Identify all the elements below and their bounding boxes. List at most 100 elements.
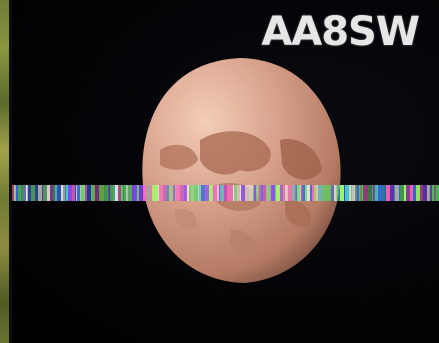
noise-segment [344, 185, 345, 201]
noise-segment [337, 185, 340, 201]
noise-segment [68, 185, 72, 201]
noise-segment [427, 185, 429, 201]
noise-segment [390, 185, 394, 201]
noise-segment [263, 185, 266, 201]
noise-segment [435, 185, 436, 201]
noise-segment [110, 185, 113, 201]
noise-segment [21, 185, 22, 201]
noise-segment [135, 185, 137, 201]
noise-segment [253, 185, 254, 201]
noise-segment [430, 185, 431, 201]
noise-segment [57, 185, 61, 201]
noise-segment [85, 185, 87, 201]
signal-noise-band [12, 185, 439, 201]
noise-segment [363, 185, 367, 201]
noise-segment [367, 185, 368, 201]
noise-segment [372, 185, 373, 201]
noise-segment [25, 185, 26, 201]
noise-segment [180, 185, 184, 201]
noise-segment [198, 185, 199, 201]
noise-segment [104, 185, 106, 201]
noise-segment [80, 185, 81, 201]
noise-segment [272, 185, 275, 201]
noise-segment [38, 185, 42, 201]
noise-segment [109, 185, 110, 201]
noise-segment [368, 185, 372, 201]
noise-segment [399, 185, 400, 201]
noise-segment [400, 185, 404, 201]
noise-segment [395, 185, 399, 201]
noise-segment [310, 185, 312, 201]
noise-segment [12, 185, 14, 201]
noise-segment [132, 185, 133, 201]
noise-segment [429, 185, 430, 201]
noise-segment [47, 185, 50, 201]
noise-segment [115, 185, 118, 201]
noise-segment [152, 185, 156, 201]
noise-segment [92, 185, 95, 201]
noise-segment [237, 185, 240, 201]
noise-segment [362, 185, 363, 201]
noise-segment [434, 185, 435, 201]
noise-segment [280, 185, 283, 201]
noise-segment [186, 185, 187, 201]
noise-segment [18, 185, 21, 201]
noise-segment [126, 185, 128, 201]
noise-segment [233, 185, 234, 201]
noise-segment [329, 185, 331, 201]
noise-segment [42, 185, 43, 201]
noise-segment [359, 185, 360, 201]
noise-segment [124, 185, 126, 201]
noise-segment [187, 185, 189, 201]
noise-segment [312, 185, 314, 201]
noise-segment [81, 185, 83, 201]
noise-segment [234, 185, 237, 201]
noise-segment [176, 185, 180, 201]
noise-segment [382, 185, 385, 201]
noise-segment [410, 185, 413, 201]
noise-segment [203, 185, 205, 201]
noise-segment [72, 185, 75, 201]
noise-segment [77, 185, 80, 201]
noise-segment [300, 185, 301, 201]
noise-segment [217, 185, 219, 201]
noise-segment [295, 185, 296, 201]
noise-segment [249, 185, 253, 201]
noise-segment [220, 185, 224, 201]
noise-segment [133, 185, 135, 201]
noise-segment [340, 185, 344, 201]
noise-segment [76, 185, 77, 201]
noise-segment [385, 185, 386, 201]
noise-segment [355, 185, 356, 201]
noise-segment [27, 185, 28, 201]
noise-segment [224, 185, 227, 201]
noise-segment [53, 185, 55, 201]
noise-segment [416, 185, 420, 201]
noise-segment [378, 185, 382, 201]
noise-segment [31, 185, 35, 201]
noise-segment [302, 185, 303, 201]
noise-segment [275, 185, 276, 201]
noise-segment [301, 185, 302, 201]
noise-segment [28, 185, 31, 201]
noise-segment [209, 185, 213, 201]
noise-segment [266, 185, 269, 201]
noise-segment [159, 185, 163, 201]
noise-segment [231, 185, 233, 201]
noise-segment [227, 185, 231, 201]
noise-segment [413, 185, 416, 201]
noise-segment [199, 185, 200, 201]
noise-segment [128, 185, 132, 201]
noise-segment [114, 185, 115, 201]
noise-segment [386, 185, 390, 201]
noise-segment [297, 185, 300, 201]
noise-segment [95, 185, 99, 201]
noise-segment [156, 185, 158, 201]
noise-segment [189, 185, 191, 201]
noise-segment [55, 185, 57, 201]
noise-segment [205, 185, 209, 201]
noise-segment [352, 185, 355, 201]
noise-segment [63, 185, 65, 201]
noise-segment [108, 185, 109, 201]
noise-segment [240, 185, 241, 201]
